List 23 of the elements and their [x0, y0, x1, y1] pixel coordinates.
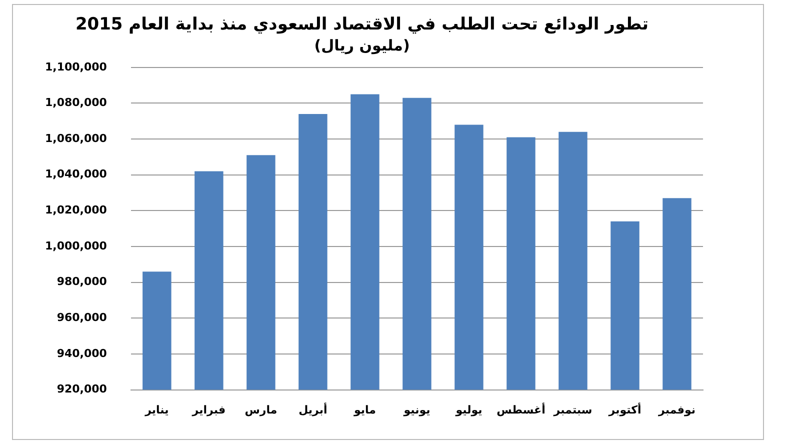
x-tick-label: يونيو [402, 403, 430, 416]
y-tick-label: 960,000 [56, 311, 108, 324]
chart-subtitle: (مليون ريال) [314, 36, 410, 54]
x-tick-label: يناير [144, 403, 169, 416]
x-tick-label: أكتوبر [608, 402, 642, 416]
x-tick-label: أبريل [298, 402, 328, 416]
y-tick-label: 1,080,000 [44, 96, 108, 110]
x-tick-label: أغسطس [496, 402, 546, 416]
x-tick-label: نوفمبر [658, 403, 696, 416]
y-tick-label: 1,060,000 [44, 132, 108, 145]
chart-title: تطور الودائع تحت الطلب في الاقتصاد السعودي منذ بداية العام 2015 [75, 14, 649, 35]
x-tick-label: فبراير [191, 403, 226, 416]
y-tick-label: 1,000,000 [44, 239, 108, 252]
y-tick-label: 1,100,000 [44, 60, 108, 74]
x-tick-label: مايو [352, 403, 376, 416]
y-tick-label: 1,040,000 [44, 168, 108, 181]
y-tick-label: 1,020,000 [44, 204, 108, 217]
y-tick-label: 940,000 [56, 346, 108, 360]
x-tick-label: مارس [244, 403, 278, 416]
x-tick-label: يوليو [454, 403, 482, 416]
y-tick-label: 980,000 [56, 275, 108, 288]
x-tick-label: سبتمبر [552, 403, 592, 416]
y-tick-label: 920,000 [56, 382, 108, 396]
